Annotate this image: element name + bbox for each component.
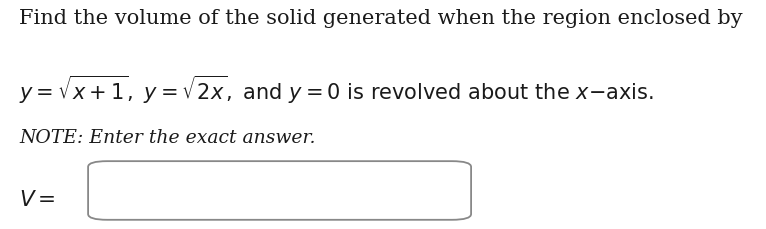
Text: $V =$: $V =$ <box>19 188 56 210</box>
Text: $y = \sqrt{x+1},\ y = \sqrt{2x},\ \mathrm{and}\ y = 0\ \mathrm{is\ revolved\ abo: $y = \sqrt{x+1},\ y = \sqrt{2x},\ \mathr… <box>19 73 654 105</box>
Text: NOTE: Enter the exact answer.: NOTE: Enter the exact answer. <box>19 128 316 146</box>
FancyBboxPatch shape <box>88 161 471 220</box>
Text: Find the volume of the solid generated when the region enclosed by: Find the volume of the solid generated w… <box>19 9 743 28</box>
